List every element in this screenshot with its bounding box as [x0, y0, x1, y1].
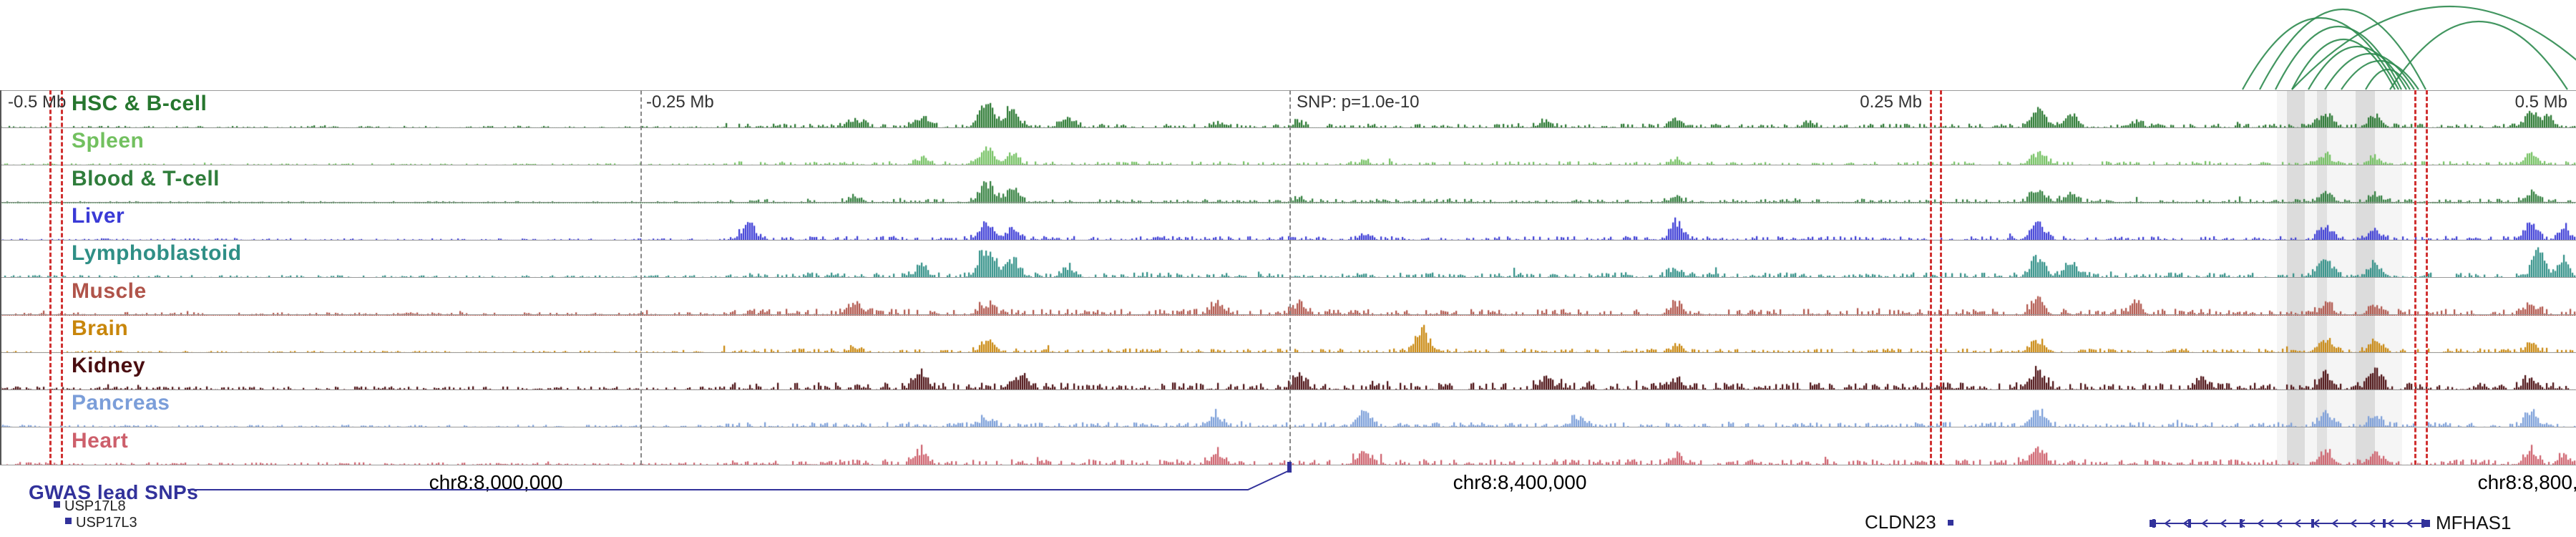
interaction-arc: [2341, 60, 2419, 90]
interaction-arc: [2291, 39, 2396, 90]
track-label: Lymphoblastoid: [72, 241, 242, 266]
track-row-hsc-b-cell: HSC & B-cell: [0, 90, 2576, 128]
track-row-blood-t-cell: Blood & T-cell: [0, 165, 2576, 203]
interaction-arc: [2389, 20, 2568, 90]
track-label: Muscle: [72, 279, 147, 303]
interaction-arc: [2242, 16, 2399, 90]
track-row-muscle: Muscle: [0, 278, 2576, 316]
interaction-arc: [2291, 5, 2576, 90]
plot-left-axis: [0, 90, 1, 465]
track-row-lymphoblastoid: Lymphoblastoid: [0, 240, 2576, 279]
track-label: Brain: [72, 316, 129, 340]
track-separator: [0, 202, 2576, 203]
track-label: Blood & T-cell: [72, 166, 220, 190]
axis-tick-top: -0.25 Mb: [646, 92, 714, 112]
interaction-arc: [2365, 69, 2411, 90]
axis-tick-top: 0.5 Mb: [2514, 92, 2567, 112]
track-row-brain: Brain: [0, 315, 2576, 353]
track-row-pancreas: Pancreas: [0, 390, 2576, 428]
track-row-spleen: Spleen: [0, 127, 2576, 166]
track-label: Liver: [72, 203, 125, 228]
track-label: Kidney: [72, 354, 146, 378]
track-row-kidney: Kidney: [0, 352, 2576, 391]
track-separator: [0, 314, 2576, 316]
gray-dashed-gridline: [640, 90, 642, 465]
red-dashed-marker: [1930, 90, 1932, 465]
signal-canvas: [0, 165, 2576, 203]
track-separator: [0, 127, 2576, 128]
chromatin-interaction-arcs: [2242, 5, 2576, 90]
signal-canvas: [0, 128, 2576, 166]
track-separator: [0, 90, 2576, 91]
track-label: Pancreas: [72, 391, 170, 415]
interaction-arc: [2259, 9, 2426, 90]
signal-canvas: [0, 91, 2576, 128]
track-separator: [0, 277, 2576, 278]
red-dashed-marker: [61, 90, 63, 465]
red-dashed-marker: [2426, 90, 2428, 465]
red-dashed-marker: [1940, 90, 1942, 465]
signal-canvas: [0, 353, 2576, 391]
track-label: Heart: [72, 428, 129, 453]
interaction-arc: [2324, 53, 2415, 90]
axis-tick-top: 0.25 Mb: [1860, 92, 1922, 112]
signal-canvas: [0, 278, 2576, 316]
red-dashed-marker: [49, 90, 52, 465]
axis-tick-top: SNP: p=1.0e-10: [1297, 92, 1420, 112]
signal-canvas: [0, 203, 2576, 241]
signal-canvas: [0, 315, 2576, 353]
track-row-liver: Liver: [0, 203, 2576, 241]
axis-tick-bottom: chr8:8,400,000: [1453, 471, 1587, 493]
axis-tick-bottom: chr8:8,800,000: [2477, 471, 2576, 493]
track-separator: [0, 352, 2576, 353]
gwas-lead-snps-label: GWAS lead SNPs: [29, 481, 199, 503]
axis-tick-bottom: chr8:8,000,000: [429, 471, 563, 493]
signal-canvas: [0, 427, 2576, 465]
signal-canvas: [0, 241, 2576, 279]
axis-tick-top: -0.5 Mb: [8, 92, 67, 112]
track-label: Spleen: [72, 129, 145, 153]
track-row-heart: Heart: [0, 427, 2576, 465]
red-dashed-marker: [2414, 90, 2416, 465]
gray-dashed-gridline: [1289, 90, 1291, 465]
track-label: HSC & B-cell: [72, 92, 208, 115]
track-separator: [0, 239, 2576, 241]
signal-canvas: [0, 390, 2576, 428]
